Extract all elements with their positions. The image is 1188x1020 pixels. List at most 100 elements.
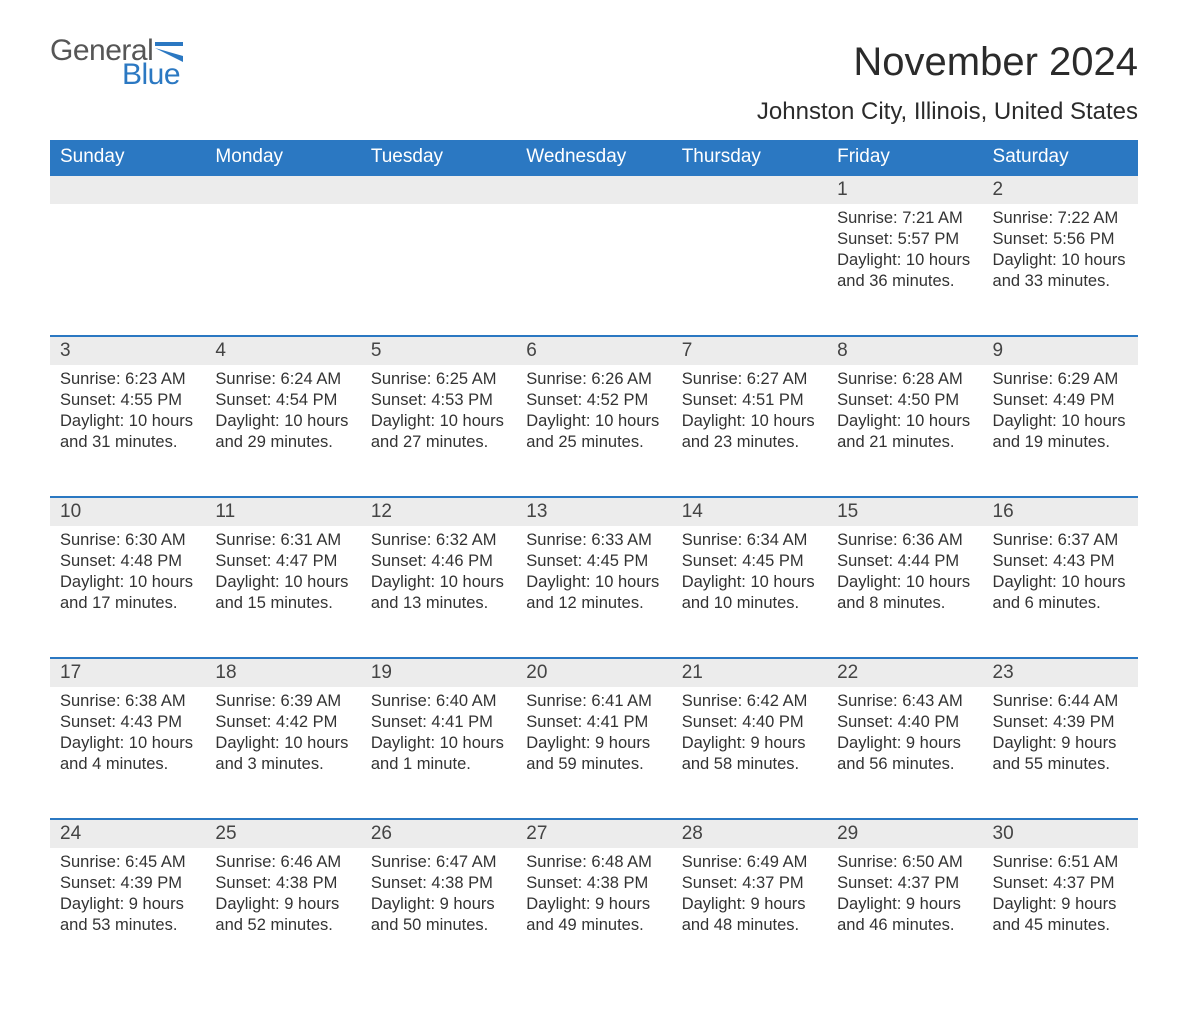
sunrise-text: Sunrise: 6:32 AM <box>371 530 506 551</box>
day-number: 30 <box>983 820 1138 848</box>
day-cell-body: Sunrise: 6:29 AMSunset: 4:49 PMDaylight:… <box>983 365 1138 497</box>
sunrise-text: Sunrise: 7:21 AM <box>837 208 972 229</box>
brand-logo: General Blue <box>50 34 183 92</box>
day-cell: 6 <box>516 336 671 365</box>
sunset-text: Sunset: 5:57 PM <box>837 229 972 250</box>
sunset-text: Sunset: 4:48 PM <box>60 551 195 572</box>
sunrise-text: Sunrise: 6:28 AM <box>837 369 972 390</box>
day-cell-body <box>672 204 827 336</box>
sunset-text: Sunset: 4:38 PM <box>526 873 661 894</box>
sunset-text: Sunset: 4:52 PM <box>526 390 661 411</box>
daylight-text: Daylight: 10 hours and 19 minutes. <box>993 411 1128 453</box>
day-cell-body: Sunrise: 6:49 AMSunset: 4:37 PMDaylight:… <box>672 848 827 980</box>
sunset-text: Sunset: 4:43 PM <box>993 551 1128 572</box>
weekday-header-row: SundayMondayTuesdayWednesdayThursdayFrid… <box>50 140 1138 175</box>
day-number: 11 <box>205 498 360 526</box>
day-cell: 23 <box>983 658 1138 687</box>
sunrise-text: Sunrise: 6:43 AM <box>837 691 972 712</box>
daylight-text: Daylight: 10 hours and 15 minutes. <box>215 572 350 614</box>
weekday-header: Sunday <box>50 140 205 175</box>
day-cell-body: Sunrise: 6:42 AMSunset: 4:40 PMDaylight:… <box>672 687 827 819</box>
daylight-text: Daylight: 10 hours and 10 minutes. <box>682 572 817 614</box>
calendar-week-body: Sunrise: 6:38 AMSunset: 4:43 PMDaylight:… <box>50 687 1138 819</box>
daylight-text: Daylight: 9 hours and 58 minutes. <box>682 733 817 775</box>
day-cell: 17 <box>50 658 205 687</box>
day-number: 5 <box>361 337 516 365</box>
daylight-text: Daylight: 10 hours and 6 minutes. <box>993 572 1128 614</box>
day-cell-body: Sunrise: 6:46 AMSunset: 4:38 PMDaylight:… <box>205 848 360 980</box>
day-cell: 26 <box>361 819 516 848</box>
sunset-text: Sunset: 4:38 PM <box>215 873 350 894</box>
day-cell-body: Sunrise: 6:38 AMSunset: 4:43 PMDaylight:… <box>50 687 205 819</box>
weekday-header: Thursday <box>672 140 827 175</box>
daylight-text: Daylight: 9 hours and 45 minutes. <box>993 894 1128 936</box>
sunrise-text: Sunrise: 6:34 AM <box>682 530 817 551</box>
daylight-text: Daylight: 10 hours and 17 minutes. <box>60 572 195 614</box>
day-cell-body: Sunrise: 6:31 AMSunset: 4:47 PMDaylight:… <box>205 526 360 658</box>
daylight-text: Daylight: 10 hours and 8 minutes. <box>837 572 972 614</box>
day-cell: . <box>205 175 360 204</box>
weekday-header: Saturday <box>983 140 1138 175</box>
day-number: 3 <box>50 337 205 365</box>
day-cell-body: Sunrise: 6:50 AMSunset: 4:37 PMDaylight:… <box>827 848 982 980</box>
day-number: 9 <box>983 337 1138 365</box>
day-cell: 18 <box>205 658 360 687</box>
daylight-text: Daylight: 10 hours and 4 minutes. <box>60 733 195 775</box>
day-cell-body: Sunrise: 6:43 AMSunset: 4:40 PMDaylight:… <box>827 687 982 819</box>
day-cell-body: Sunrise: 6:34 AMSunset: 4:45 PMDaylight:… <box>672 526 827 658</box>
sunset-text: Sunset: 4:53 PM <box>371 390 506 411</box>
weekday-header: Monday <box>205 140 360 175</box>
day-number: 17 <box>50 659 205 687</box>
sunrise-text: Sunrise: 6:31 AM <box>215 530 350 551</box>
calendar-table: SundayMondayTuesdayWednesdayThursdayFrid… <box>50 140 1138 980</box>
sunrise-text: Sunrise: 6:44 AM <box>993 691 1128 712</box>
sunset-text: Sunset: 4:38 PM <box>371 873 506 894</box>
sunset-text: Sunset: 4:47 PM <box>215 551 350 572</box>
day-cell: 12 <box>361 497 516 526</box>
calendar-week-body: Sunrise: 6:45 AMSunset: 4:39 PMDaylight:… <box>50 848 1138 980</box>
sunset-text: Sunset: 4:50 PM <box>837 390 972 411</box>
sunrise-text: Sunrise: 6:30 AM <box>60 530 195 551</box>
calendar-week: 3456789 <box>50 336 1138 365</box>
day-cell: 2 <box>983 175 1138 204</box>
daylight-text: Daylight: 9 hours and 55 minutes. <box>993 733 1128 775</box>
day-cell: 13 <box>516 497 671 526</box>
sunrise-text: Sunrise: 6:45 AM <box>60 852 195 873</box>
daylight-text: Daylight: 9 hours and 53 minutes. <box>60 894 195 936</box>
day-cell: 22 <box>827 658 982 687</box>
day-cell: 24 <box>50 819 205 848</box>
day-number: 20 <box>516 659 671 687</box>
calendar-week: 17181920212223 <box>50 658 1138 687</box>
day-cell: 29 <box>827 819 982 848</box>
day-number: 8 <box>827 337 982 365</box>
day-cell: 7 <box>672 336 827 365</box>
sunrise-text: Sunrise: 7:22 AM <box>993 208 1128 229</box>
day-cell-body: Sunrise: 6:39 AMSunset: 4:42 PMDaylight:… <box>205 687 360 819</box>
sunset-text: Sunset: 4:41 PM <box>371 712 506 733</box>
sunset-text: Sunset: 4:37 PM <box>993 873 1128 894</box>
day-cell: 27 <box>516 819 671 848</box>
sunset-text: Sunset: 4:37 PM <box>837 873 972 894</box>
day-cell: 21 <box>672 658 827 687</box>
day-cell: 20 <box>516 658 671 687</box>
weekday-header: Tuesday <box>361 140 516 175</box>
sunset-text: Sunset: 4:45 PM <box>526 551 661 572</box>
sunrise-text: Sunrise: 6:40 AM <box>371 691 506 712</box>
day-number: 25 <box>205 820 360 848</box>
day-cell-body: Sunrise: 6:33 AMSunset: 4:45 PMDaylight:… <box>516 526 671 658</box>
weekday-header: Wednesday <box>516 140 671 175</box>
day-cell: . <box>516 175 671 204</box>
day-cell: 5 <box>361 336 516 365</box>
day-number: 4 <box>205 337 360 365</box>
sunset-text: Sunset: 4:43 PM <box>60 712 195 733</box>
day-cell-body: Sunrise: 7:21 AMSunset: 5:57 PMDaylight:… <box>827 204 982 336</box>
sunset-text: Sunset: 4:49 PM <box>993 390 1128 411</box>
daylight-text: Daylight: 10 hours and 25 minutes. <box>526 411 661 453</box>
calendar-week: 10111213141516 <box>50 497 1138 526</box>
sunrise-text: Sunrise: 6:23 AM <box>60 369 195 390</box>
daylight-text: Daylight: 9 hours and 46 minutes. <box>837 894 972 936</box>
sunset-text: Sunset: 4:45 PM <box>682 551 817 572</box>
day-cell: 10 <box>50 497 205 526</box>
daylight-text: Daylight: 10 hours and 31 minutes. <box>60 411 195 453</box>
day-number: 28 <box>672 820 827 848</box>
